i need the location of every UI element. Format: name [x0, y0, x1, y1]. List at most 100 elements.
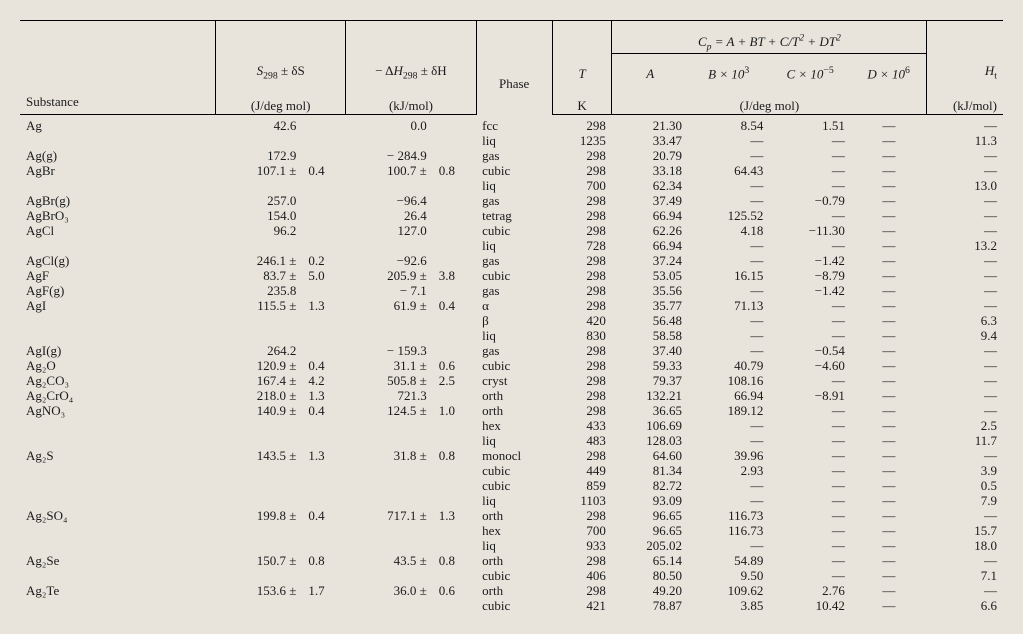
cell-B: 116.73 [688, 524, 769, 539]
cell-T: 298 [552, 389, 612, 404]
cell-B: 66.94 [688, 389, 769, 404]
cell-A: 56.48 [612, 314, 688, 329]
cell-H: 0.0 [346, 119, 433, 134]
cell-B: — [688, 149, 769, 164]
cell-ph: monocl [476, 449, 552, 464]
cell-A: 79.37 [612, 374, 688, 389]
cell-H: 721.3 [346, 389, 433, 404]
cell-C: −0.79 [769, 194, 850, 209]
cell-He: 0.8 [433, 449, 476, 464]
cell-C: — [769, 554, 850, 569]
cell-D: — [851, 254, 927, 269]
table-row: AgF83.7 ±5.0205.9 ±3.8cubic29853.0516.15… [20, 269, 1003, 284]
cell-Se [302, 209, 345, 224]
cell-Se [302, 284, 345, 299]
cell-ph: hex [476, 524, 552, 539]
cell-sub [20, 479, 216, 494]
cell-S [216, 524, 303, 539]
cell-H: − 284.9 [346, 149, 433, 164]
cell-C: −8.91 [769, 389, 850, 404]
cell-T: 728 [552, 239, 612, 254]
cell-Se [302, 479, 345, 494]
cell-S: 235.8 [216, 284, 303, 299]
cell-ph: tetrag [476, 209, 552, 224]
cell-He [433, 149, 476, 164]
cell-D: — [851, 434, 927, 449]
table-row: AgI(g)264.2− 159.3gas29837.40—−0.54—— [20, 344, 1003, 359]
cell-T: 830 [552, 329, 612, 344]
cell-A: 96.65 [612, 509, 688, 524]
cell-B: — [688, 329, 769, 344]
cell-H: 31.1 ± [346, 359, 433, 374]
cell-C: — [769, 314, 850, 329]
cell-H: 717.1 ± [346, 509, 433, 524]
cell-Ht: 13.2 [927, 239, 1003, 254]
hdr-H: − ΔH298 ± δH [346, 54, 476, 83]
cell-T: 933 [552, 539, 612, 554]
cell-D: — [851, 509, 927, 524]
table-row: Ag₂CrO₄218.0 ±1.3721.3orth298132.2166.94… [20, 389, 1003, 404]
cell-D: — [851, 359, 927, 374]
cell-ph: liq [476, 539, 552, 554]
cell-ph: hex [476, 419, 552, 434]
cell-He: 0.8 [433, 164, 476, 179]
cell-S [216, 569, 303, 584]
table-row: AgI115.5 ±1.361.9 ±0.4α29835.7771.13——— [20, 299, 1003, 314]
cell-Ht: — [927, 254, 1003, 269]
cell-D: — [851, 449, 927, 464]
table-row: cubic42178.873.8510.42—6.6 [20, 599, 1003, 614]
cell-He [433, 239, 476, 254]
cell-S: 115.5 ± [216, 299, 303, 314]
cell-S: 199.8 ± [216, 509, 303, 524]
cell-ph: orth [476, 389, 552, 404]
cell-ph: gas [476, 194, 552, 209]
table-row: cubic40680.509.50——7.1 [20, 569, 1003, 584]
table-row: hex70096.65116.73——15.7 [20, 524, 1003, 539]
cell-D: — [851, 554, 927, 569]
cell-Ht: 11.7 [927, 434, 1003, 449]
table-row: cubic85982.72———0.5 [20, 479, 1003, 494]
cell-S [216, 419, 303, 434]
cell-Se [302, 149, 345, 164]
cell-Se [302, 419, 345, 434]
cell-B: 125.52 [688, 209, 769, 224]
table-row: liq123533.47———11.3 [20, 134, 1003, 149]
cell-H: 43.5 ± [346, 554, 433, 569]
cell-He [433, 419, 476, 434]
cell-B: 4.18 [688, 224, 769, 239]
cell-S: 257.0 [216, 194, 303, 209]
cell-S [216, 134, 303, 149]
cell-Ht: 2.5 [927, 419, 1003, 434]
cell-D: — [851, 479, 927, 494]
cell-He [433, 284, 476, 299]
cell-B: — [688, 419, 769, 434]
cell-Se [302, 539, 345, 554]
cell-Se [302, 134, 345, 149]
cell-S [216, 314, 303, 329]
cell-Se: 0.4 [302, 164, 345, 179]
cell-sub [20, 434, 216, 449]
cell-D: — [851, 224, 927, 239]
cell-H [346, 464, 433, 479]
cell-He [433, 194, 476, 209]
cell-B: — [688, 239, 769, 254]
cell-A: 80.50 [612, 569, 688, 584]
cell-H: − 7.1 [346, 284, 433, 299]
cell-B: 108.16 [688, 374, 769, 389]
cell-sub [20, 239, 216, 254]
cell-sub [20, 494, 216, 509]
cp-formula: Cp = A + BT + C/T2 + DT2 [612, 25, 927, 54]
cell-ph: cubic [476, 224, 552, 239]
cell-Ht: — [927, 224, 1003, 239]
cell-S: 83.7 ± [216, 269, 303, 284]
cell-C: — [769, 299, 850, 314]
cell-C: — [769, 494, 850, 509]
cell-ph: liq [476, 179, 552, 194]
cell-sub: AgI(g) [20, 344, 216, 359]
cell-sub [20, 464, 216, 479]
cell-D: — [851, 314, 927, 329]
cell-ph: gas [476, 344, 552, 359]
cell-D: — [851, 299, 927, 314]
cell-sub [20, 599, 216, 614]
hdr-D: D × 106 [851, 54, 927, 83]
